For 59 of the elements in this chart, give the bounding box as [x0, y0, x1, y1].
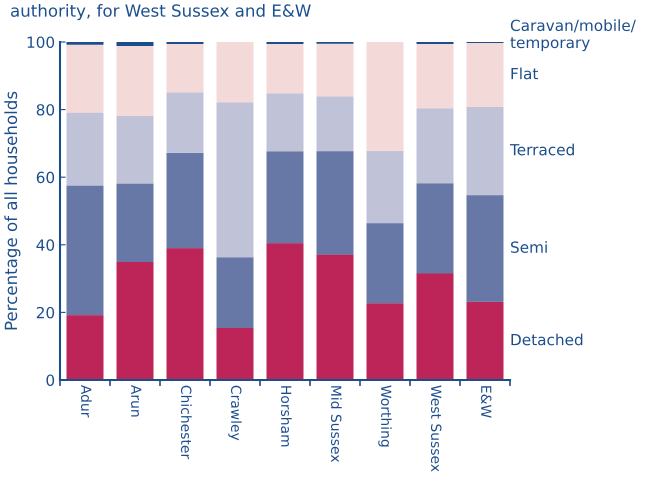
bar — [416, 108, 454, 184]
series-label: Flat — [512, 68, 538, 80]
bar — [266, 93, 304, 152]
bar — [416, 44, 454, 108]
series-label: Caravan/mobile/ temporary — [510, 19, 636, 52]
bar — [366, 42, 404, 151]
bar — [316, 254, 354, 380]
y-tick-label: 20 — [36, 306, 54, 318]
bar — [166, 92, 204, 153]
x-tick-label: West Sussex — [430, 385, 442, 472]
bar — [116, 42, 154, 46]
bar — [266, 44, 304, 94]
bar — [66, 186, 104, 316]
x-tick-label: E&W — [480, 386, 492, 418]
bar — [466, 195, 504, 302]
series-label: Detached — [512, 334, 582, 346]
x-tick-label: Worthing — [378, 385, 392, 446]
y-tick-label: 60 — [36, 172, 54, 184]
y-tick-label: 80 — [36, 104, 54, 116]
y-tick-label: 0 — [46, 374, 54, 386]
bar — [366, 303, 404, 380]
bar — [216, 42, 254, 102]
y-tick-label: 40 — [36, 239, 54, 251]
bar — [216, 328, 254, 380]
x-tick-label: Horsham — [280, 386, 292, 446]
bar — [316, 96, 354, 152]
bar — [266, 243, 304, 380]
bar — [316, 44, 354, 96]
bar — [266, 152, 304, 244]
bar — [66, 112, 104, 186]
bar — [366, 223, 404, 304]
series-label: Semi — [511, 241, 547, 253]
bar — [116, 262, 154, 380]
bar — [116, 184, 154, 262]
chart-title: authority, for West Sussex and E&W — [11, 4, 311, 20]
x-tick-label: Chichester — [180, 386, 192, 460]
bar — [416, 274, 454, 380]
bar — [166, 152, 204, 248]
bar — [466, 302, 504, 380]
y-axis-title: Percentage of all households — [4, 92, 20, 330]
x-tick-label: Crawley — [228, 386, 242, 440]
y-tick-label: 100 — [28, 36, 54, 48]
x-tick-label: Arun — [130, 384, 142, 416]
bar — [166, 248, 204, 380]
bar — [216, 102, 254, 258]
x-tick-label: Mid Sussex — [330, 386, 342, 462]
bar — [216, 257, 254, 328]
bar — [366, 150, 404, 224]
bar — [316, 151, 354, 255]
bar — [416, 183, 454, 274]
bar — [66, 44, 104, 113]
series-label: Terraced — [510, 144, 574, 156]
bar — [116, 46, 154, 116]
x-tick-label: Adur — [80, 384, 92, 418]
bar — [466, 106, 504, 196]
bar — [66, 315, 104, 380]
bar — [466, 43, 504, 107]
bar — [116, 116, 154, 184]
bar — [166, 44, 204, 92]
